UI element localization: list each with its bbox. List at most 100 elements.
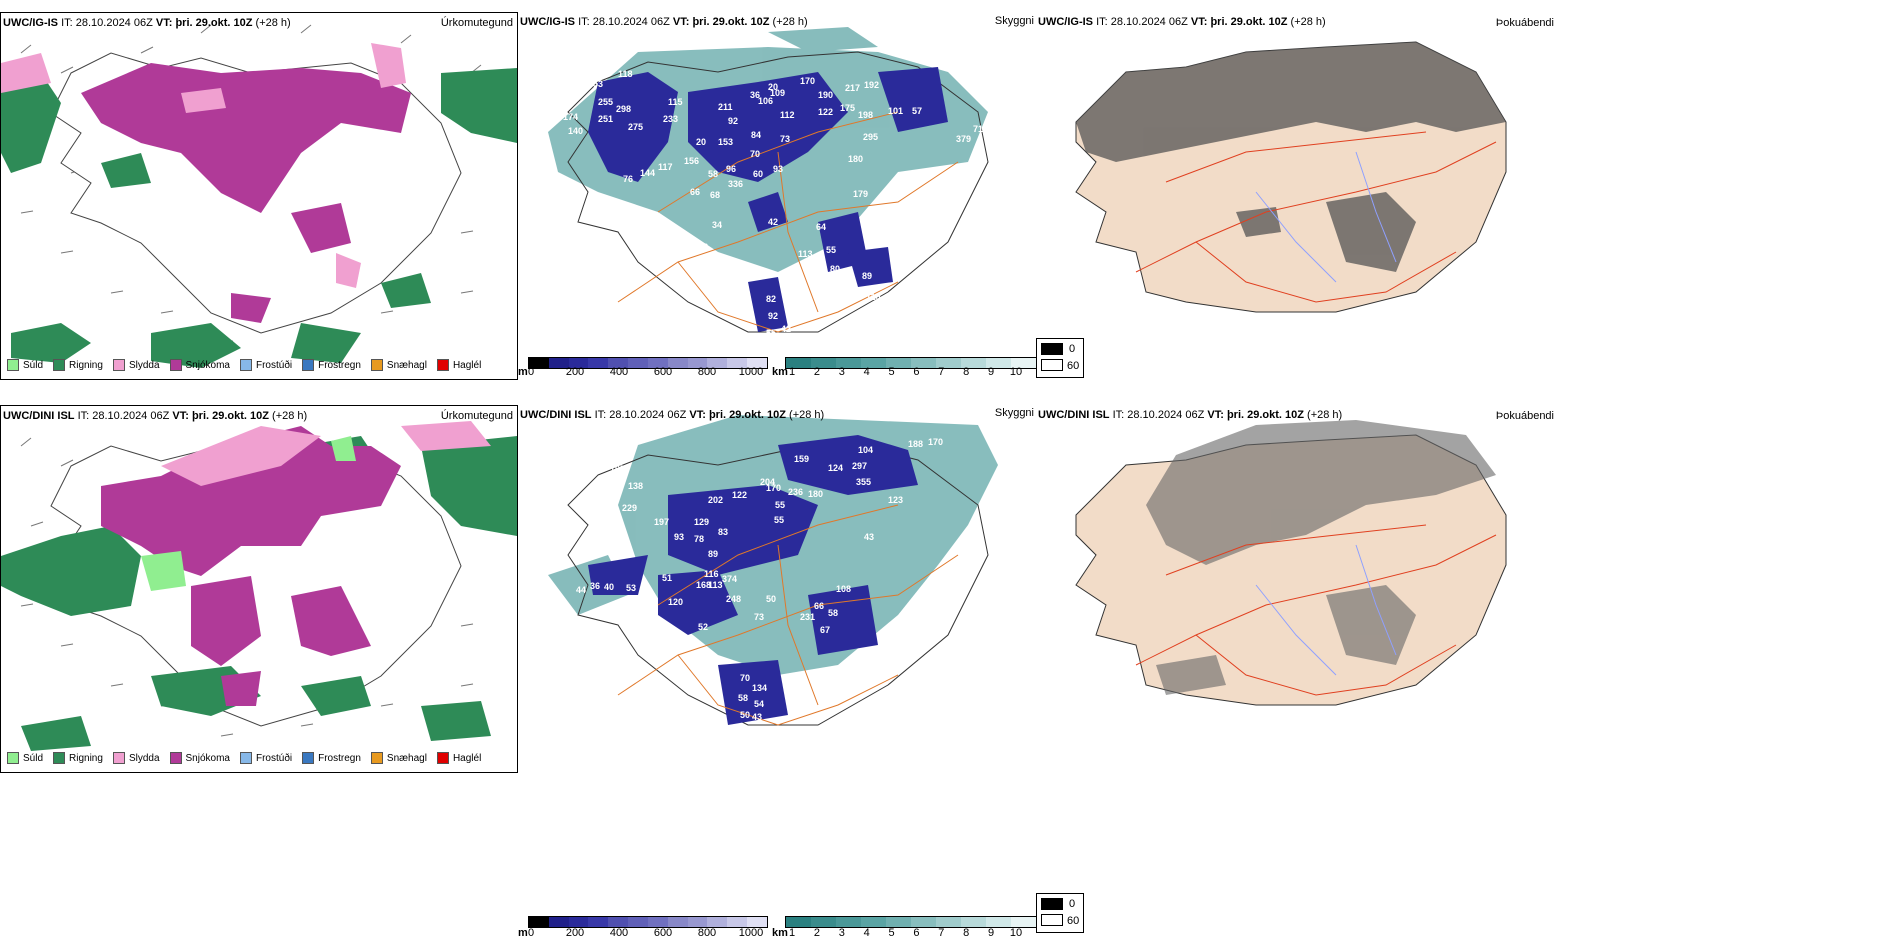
ceiling-value: 68 [710,190,720,200]
ceiling-value: 340 [736,263,751,273]
colorbar-segment [836,917,861,927]
ceiling-value: 174 [563,112,578,122]
ceiling-value: 118 [618,69,633,79]
ceiling-value: 217 [845,83,860,93]
ceiling-value: 298 [616,104,631,114]
fog-panel-row1: UWC/IG-IS IT: 28.10.2024 06Z VT: þri. 29… [1036,12,1566,380]
legend-item: Slydda [112,752,160,764]
snow-areas [101,426,401,706]
ceiling-value: 180 [808,489,823,499]
ceiling-value: 66 [814,601,824,611]
ceiling-value: 80 [830,264,840,274]
colorbar-tick: 1000 [738,366,764,378]
colorbar-segment [647,358,668,368]
fog-panel-row2: UWC/DINI ISL IT: 28.10.2024 06Z VT: þri.… [1036,405,1566,773]
ceiling-value: 275 [628,122,643,132]
ceiling-value: 53 [593,79,603,89]
colorbar-segment [548,358,569,368]
colorbar-segment [548,917,569,927]
ceiling-value: 60 [753,169,763,179]
colorbar-segment [861,358,886,368]
ceiling-value: 122 [732,490,747,500]
roads [1135,524,1497,696]
ceiling-value: 96 [726,164,736,174]
colorbar-tick: 4 [863,366,870,378]
colorbar-segment [608,358,629,368]
ceiling-value: 55 [774,515,784,525]
ceiling-value: 211 [718,102,733,112]
low-ceiling-areas [588,435,918,725]
ceiling-unit: m [518,927,528,939]
low-ceiling-areas [588,67,948,332]
visibility-colorbar [785,916,1037,928]
colorbar-tick: 0 [527,927,535,939]
colorbar-tick: 3 [838,927,845,939]
iceland-outline [567,51,989,333]
colorbar-tick: 10 [1009,366,1023,378]
ceiling-value: 188 [908,439,923,449]
ceiling-value: 84 [751,130,761,140]
legend-item: Haglél [436,752,481,764]
ceiling-value: 233 [663,114,678,124]
ceiling-value: 140 [568,126,583,136]
visibility-map-row1: 118 53 298 255 275 251 174 140 233 115 2… [548,27,989,338]
ceiling-value: 374 [722,574,737,584]
ceiling-value: 73 [754,612,764,622]
ceiling-value: 20 [768,82,778,92]
rivers [1255,544,1397,676]
ceiling-value: 134 [752,683,767,693]
ceiling-value: 192 [864,80,879,90]
colorbar-segment [707,917,728,927]
ceiling-value: 54 [754,699,764,709]
ceiling-value: 180 [848,154,863,164]
colorbar-segment [529,358,549,368]
ceiling-value: 42 [781,324,791,334]
ceiling-value: 101 [888,106,903,116]
colorbar-tick: 6 [913,366,920,378]
ceiling-value: 55 [766,328,776,338]
ceiling-value: 123 [888,495,903,505]
colorbar-segment [836,358,861,368]
ceiling-value: 58 [828,608,838,618]
ceiling-value: 255 [598,97,613,107]
ceiling-value: 55 [775,500,785,510]
ceiling-value: 113 [798,249,813,259]
colorbar-tick: 2 [813,927,820,939]
colorbar-segment [727,358,748,368]
ceiling-value: 36 [750,90,760,100]
ceiling-value: 236 [788,487,803,497]
ceiling-value: 82 [766,294,776,304]
fog-map-row1 [1075,41,1507,313]
ceiling-value: 92 [768,311,778,321]
ceiling-value: 58 [698,242,708,252]
visibility-unit: km [772,927,788,939]
ceiling-value: 204 [760,477,775,487]
colorbar-segment [886,917,911,927]
colorbar-tick: 7 [938,927,945,939]
colorbar-segment [936,917,961,927]
precip-map-row1 [1,24,517,368]
colorbar-segment [861,917,886,927]
colorbar-tick: 400 [609,366,629,378]
colorbar-tick: 400 [609,927,629,939]
ceiling-unit: m [518,366,528,378]
ceiling-value: 70 [750,149,760,159]
colorbar-tick: 5 [888,927,895,939]
ceiling-value: 67 [820,625,830,635]
colorbar-segment [608,917,629,927]
colorbar-segment [961,917,986,927]
colorbar-segment [727,917,748,927]
panel-name: Skyggni [994,15,1034,27]
colorbar-segment [687,358,708,368]
ceiling-value: 110 [866,292,881,302]
colorbar-tick: 200 [565,927,585,939]
ceiling-value: 170 [766,483,781,493]
snow-areas [81,63,411,323]
fog-key-row2: 0 60 [1036,893,1084,933]
ceiling-value: 58 [708,169,718,179]
ceiling-value: 50 [740,710,750,720]
fog-map-row2 [1075,420,1507,706]
ceiling-value: 297 [852,461,867,471]
visibility-unit: km [772,366,788,378]
panel-name: Úrkomutegund [440,410,513,422]
